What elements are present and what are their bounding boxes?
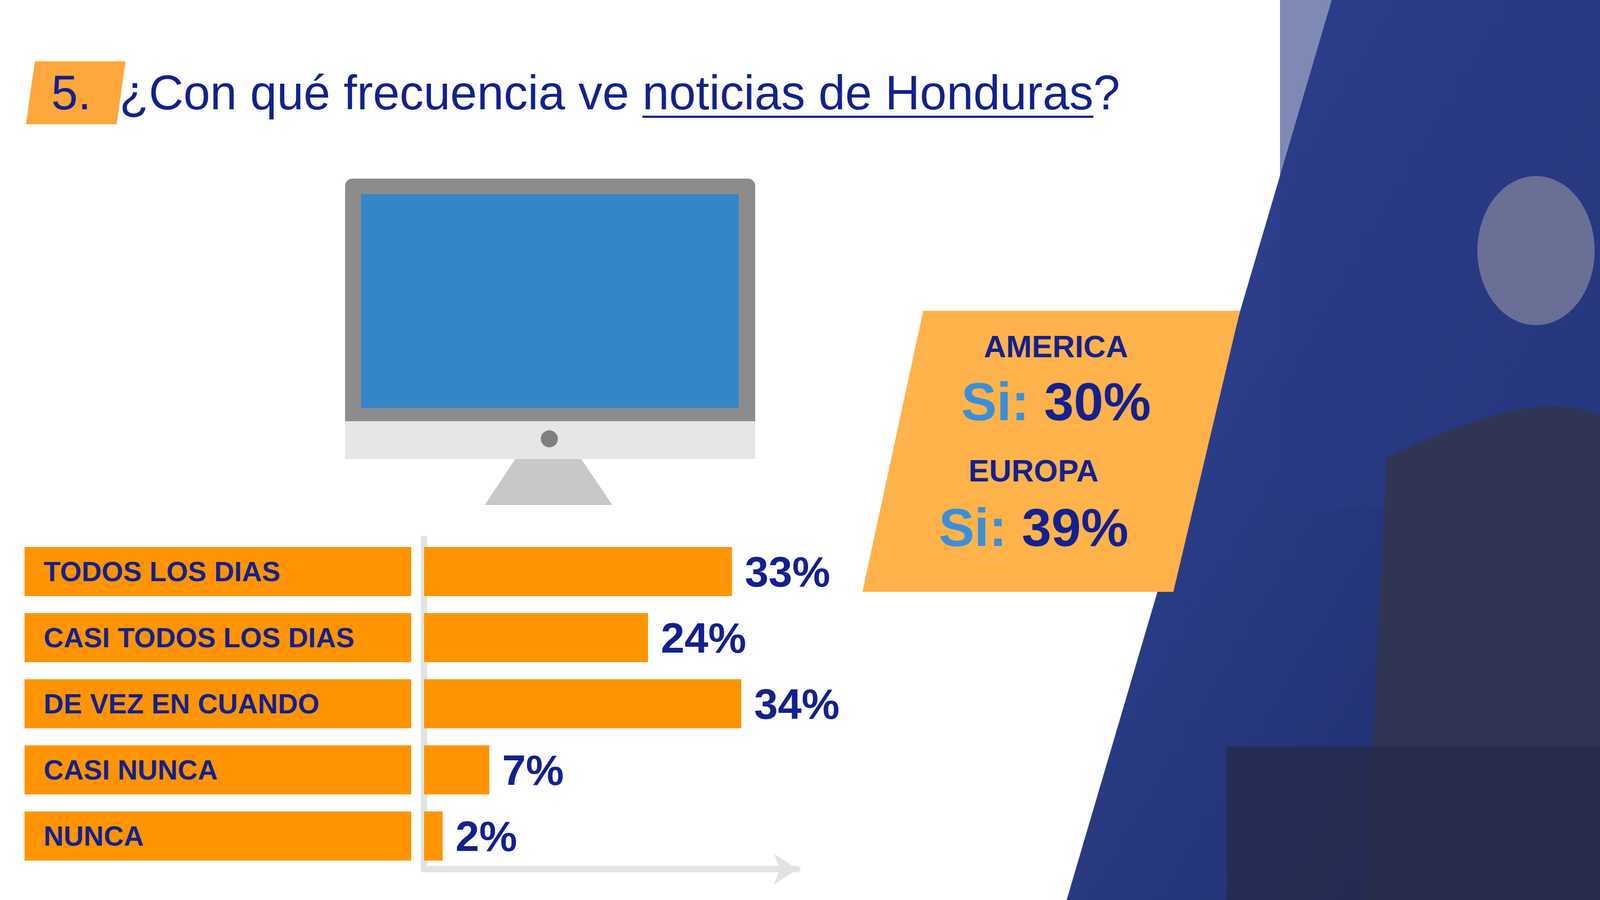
svg-text:33%: 33% [745,548,831,596]
svg-text:CASI TODOS LOS DIAS: CASI TODOS LOS DIAS [43,622,355,654]
html-text:5.: 5. [51,66,92,120]
svg-text:DE VEZ EN CUANDO: DE VEZ EN CUANDO [43,688,320,720]
html-text:¿Con qué frecuencia ve noticia: ¿Con qué frecuencia ve noticias de Hondu… [119,66,1121,120]
svg-text:Si: 39%: Si: 39% [938,497,1129,558]
svg-text:2%: 2% [455,812,518,861]
svg-text:CASI NUNCA: CASI NUNCA [43,754,218,786]
svg-text:7%: 7% [502,746,565,795]
svg-text:Si: 30%: Si: 30% [961,371,1151,432]
svg-text:24%: 24% [660,614,747,662]
svg-text:TODOS LOS DIAS: TODOS LOS DIAS [43,556,281,588]
svg-text:34%: 34% [754,680,840,728]
svg-text:NUNCA: NUNCA [43,820,144,852]
svg-text:EUROPA: EUROPA [968,453,1099,488]
svg-text:AMERICA: AMERICA [984,329,1129,364]
